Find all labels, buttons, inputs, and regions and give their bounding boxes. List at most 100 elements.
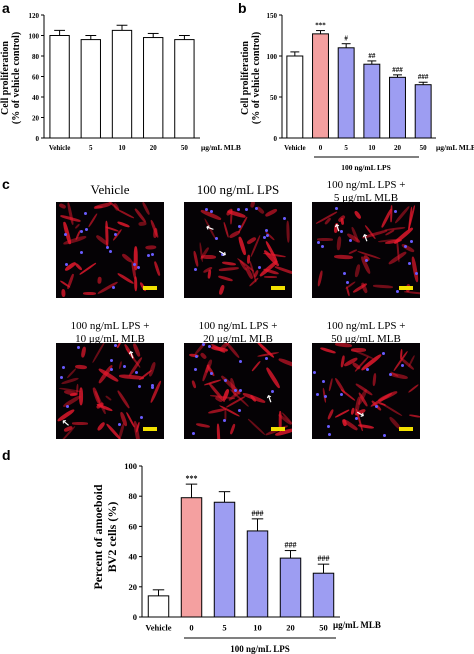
cell-nucleus — [194, 354, 198, 358]
micrograph-label: 100 ng/mL LPS +20 μg/mL MLB — [174, 320, 302, 346]
panel-a-y-tick-label: 20 — [32, 115, 40, 123]
cell-process — [351, 348, 367, 352]
cell-nucleus — [108, 249, 112, 253]
cell-nucleus — [327, 433, 331, 437]
cell-nucleus — [146, 254, 150, 258]
cell-nucleus — [383, 433, 387, 437]
cell-nucleus — [202, 343, 206, 347]
arrow-icon: → — [125, 348, 139, 361]
cell-nucleus — [366, 367, 370, 371]
micrograph-image: → — [312, 343, 420, 439]
panel-d-x-tick-label: Vehicle — [145, 623, 171, 633]
cell-nucleus — [348, 238, 352, 242]
cell-process — [105, 395, 112, 402]
cell-process — [264, 366, 282, 390]
cell-nucleus — [395, 290, 399, 294]
cell-nucleus — [238, 389, 242, 393]
panel-d-group-label: 100 ng/mL LPS — [230, 644, 290, 654]
cell-process — [353, 263, 361, 278]
cell-process — [247, 418, 267, 436]
cell-nucleus — [415, 272, 419, 276]
cell-process — [104, 220, 109, 247]
cell-process — [348, 249, 358, 255]
cell-nucleus — [343, 272, 347, 276]
cell-process — [353, 209, 363, 220]
cell-process — [148, 361, 157, 377]
panel-d-y-tick-label: 40 — [129, 552, 138, 562]
cell-process — [116, 390, 131, 410]
panel-d-unit-label: μg/mL MLB — [333, 620, 381, 630]
scale-bar — [143, 286, 157, 290]
panel-b-letter: b — [238, 0, 247, 16]
panel-d-x-tick-label: 0 — [189, 623, 193, 633]
cell-nucleus — [209, 372, 213, 376]
panel-d-bar — [279, 557, 302, 618]
cell-process — [218, 284, 225, 295]
cell-nucleus — [238, 359, 242, 363]
micrograph-image — [56, 202, 164, 298]
cell-nucleus — [244, 207, 248, 211]
micrograph-label-line1: 100 ng/mL LPS + — [198, 320, 278, 332]
micrograph-label-line2: 50 μg/mL MLB — [331, 333, 401, 345]
panel-b-bar — [414, 84, 432, 139]
panel-a-y-tick-label: 0 — [36, 135, 40, 143]
cell-nucleus — [85, 228, 89, 232]
cell-process — [370, 391, 393, 408]
cell-nucleus — [233, 388, 237, 392]
cell-nucleus — [136, 265, 140, 269]
cell-process — [334, 254, 354, 260]
panel-b-bar — [312, 33, 329, 139]
panel-a-bar — [174, 39, 195, 139]
cell-process — [60, 289, 66, 298]
cell-process — [200, 351, 208, 360]
panel-a-bar — [49, 35, 70, 139]
cell-nucleus — [237, 224, 241, 228]
cell-nucleus — [150, 253, 154, 257]
micrograph-label: 100 ng/mL LPS +50 μg/mL MLB — [302, 320, 430, 346]
cell-process — [74, 364, 88, 371]
cell-process — [229, 423, 236, 435]
cell-nucleus — [381, 352, 385, 356]
panel-b-group-label: 100 ng/mL LPS — [341, 163, 391, 172]
cell-nucleus — [374, 405, 378, 409]
cell-process — [96, 276, 102, 284]
cell-nucleus — [266, 234, 270, 238]
panel-a-ylabel-line1: Cell proliferation — [0, 41, 11, 115]
cell-nucleus — [65, 405, 69, 409]
cell-nucleus — [324, 394, 328, 398]
panel-a-unit-label: μg/mL MLB — [201, 143, 241, 152]
panel-b-significance-label: *** — [315, 22, 326, 30]
cell-process — [73, 222, 80, 229]
micrograph-label: 100 ng/mL LPS +5 μg/mL MLB — [302, 179, 430, 205]
cell-nucleus — [258, 265, 262, 269]
panel-b-bar — [389, 76, 406, 139]
cell-process — [93, 390, 107, 415]
scale-bar — [399, 286, 413, 290]
cell-nucleus — [255, 206, 259, 210]
cell-nucleus — [316, 393, 320, 397]
cell-process — [251, 360, 261, 372]
panel-a-x-tick-label: 10 — [119, 144, 127, 152]
cell-nucleus — [204, 207, 208, 211]
chart-panel-a: 0 20 40 60 80 100 120 Vehicle 5 10 20 50 — [29, 12, 200, 152]
panel-d-significance-label: ### — [318, 554, 330, 563]
micrograph-image: → — [184, 343, 292, 439]
panel-d-bar — [213, 501, 236, 618]
micrograph-label-line1: 100 ng/mL LPS + — [326, 320, 406, 332]
micrograph-label-line1: 100 ng/mL LPS + — [70, 320, 150, 332]
panel-a-x-tick-label: 50 — [181, 144, 189, 152]
cell-process — [80, 346, 87, 358]
cell-nucleus — [335, 207, 339, 211]
cell-nucleus — [209, 209, 213, 213]
cell-process — [238, 236, 248, 256]
cell-nucleus — [105, 245, 109, 249]
cell-nucleus — [137, 385, 141, 389]
cell-process — [118, 360, 123, 370]
cell-nucleus — [222, 418, 226, 422]
cell-nucleus — [151, 384, 155, 388]
panel-a-y-tick-label: 60 — [32, 74, 40, 82]
cell-nucleus — [263, 236, 267, 240]
cell-process — [221, 260, 236, 266]
panel-d-letter: d — [2, 447, 11, 463]
panel-d-bar — [312, 572, 335, 618]
